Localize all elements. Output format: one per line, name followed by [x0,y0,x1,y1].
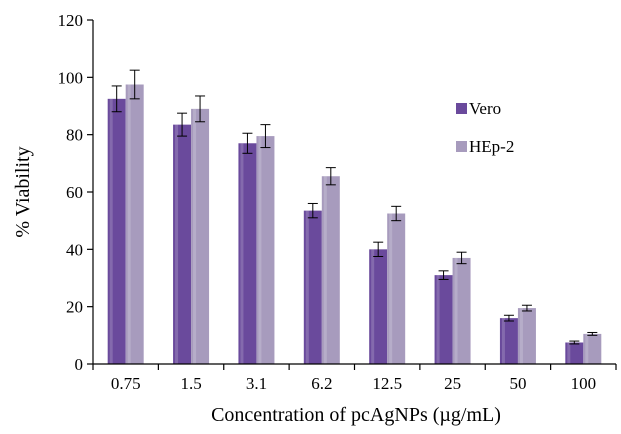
bar-hep2 [125,84,144,364]
bar-hep2 [387,213,406,364]
x-tick-label: 100 [571,374,597,393]
x-tick-label: 1.5 [180,374,201,393]
x-tick-label: 25 [444,374,461,393]
bar-highlight [109,98,113,364]
bar-highlight [240,143,244,364]
error-bars-group [111,69,598,345]
legend-label-hep2: HEp-2 [469,137,514,156]
x-ticks-group: 0.75 1.5 3.1 6.2 12.5 25 50 100 [92,364,617,393]
bar-highlight [501,318,505,364]
bar-highlight [585,333,589,364]
y-tick-label: 120 [58,11,84,30]
bar-hep2 [583,333,602,364]
legend: Vero HEp-2 [456,99,514,156]
y-ticks-group: 0 20 40 60 80 100 120 [58,11,93,374]
bar-vero [565,342,584,364]
bar-highlight [193,108,197,364]
x-tick-label: 50 [509,374,526,393]
y-tick-label: 100 [58,68,84,87]
y-tick-label: 40 [66,240,83,259]
bar-hep2 [191,108,210,364]
y-tick-label: 0 [75,355,84,374]
bar-vero [499,318,518,364]
legend-label-vero: Vero [469,99,501,118]
bar-hep2 [256,136,275,364]
bar-highlight [454,257,458,364]
legend-swatch-vero [456,103,467,114]
x-axis-title: Concentration of pcAgNPs (µg/mL) [211,404,501,426]
bar-highlight [371,249,375,364]
bar-vero [238,143,257,364]
bar-highlight [389,213,393,364]
bar-vero [173,124,192,364]
y-tick-label: 20 [66,298,83,317]
bar-highlight [323,176,327,364]
bars-group [107,84,602,364]
bar-highlight [305,210,309,364]
bar-hep2 [321,176,340,364]
x-tick-label: 3.1 [246,374,267,393]
x-tick-label: 0.75 [111,374,141,393]
bar-hep2 [517,308,536,364]
x-tick-label: 6.2 [311,374,332,393]
x-tick-label: 12.5 [372,374,402,393]
bar-highlight [519,308,523,364]
bar-vero [434,275,453,364]
bar-vero [107,98,126,364]
bar-highlight [175,124,179,364]
y-axis-title: % Viability [12,146,34,237]
legend-swatch-hep2 [456,141,467,152]
bar-highlight [258,136,262,364]
bar-highlight [436,275,440,364]
bar-vero [303,210,322,364]
bar-highlight [567,342,571,364]
bar-highlight [127,84,131,364]
bar-vero [369,249,388,364]
y-tick-label: 80 [66,126,83,145]
y-tick-label: 60 [66,183,83,202]
bar-hep2 [452,257,471,364]
